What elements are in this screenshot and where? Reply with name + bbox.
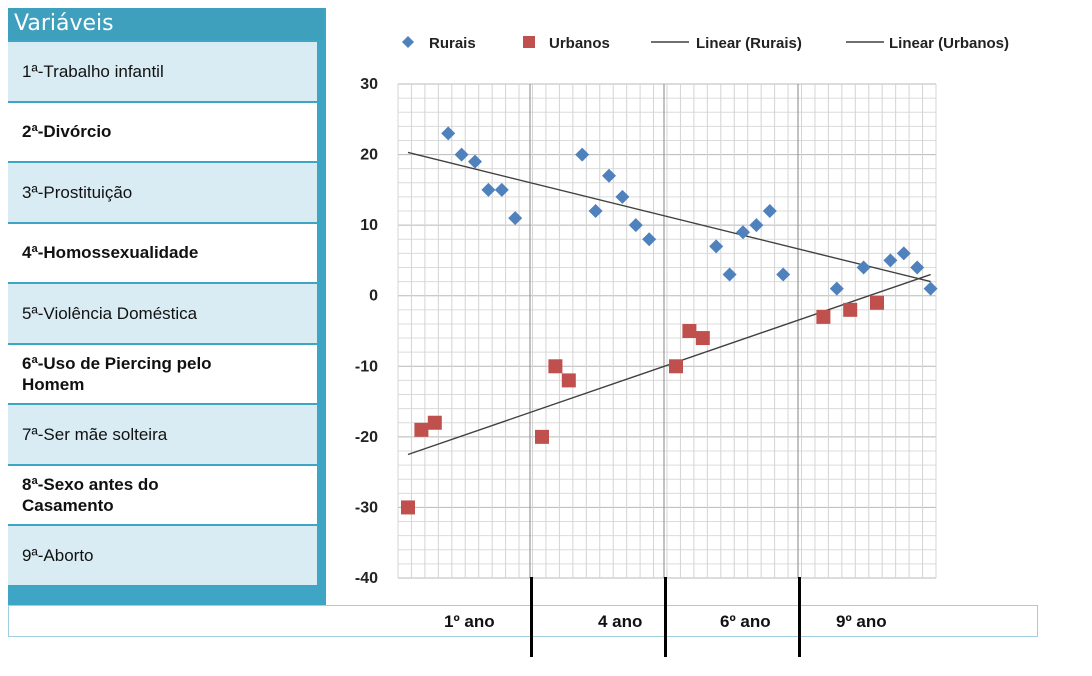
- variable-item: 9ª-Aborto: [8, 526, 317, 587]
- chart-area: 30 20 10 0 -10 -20 -30 -40 Rurais Urbanos Linear (…: [326, 8, 1066, 605]
- rurais-point: [575, 147, 590, 162]
- rurais-point: [736, 225, 750, 240]
- urbanos-point: [414, 422, 429, 437]
- y-tick-label: 10: [360, 217, 378, 234]
- trendline: [407, 151, 931, 283]
- urbanos-point: [561, 373, 576, 388]
- variables-header: Variáveis: [8, 8, 324, 40]
- variable-item: 1ª-Trabalho infantil: [8, 42, 317, 103]
- variable-item: 2ª-Divórcio: [8, 102, 317, 163]
- rurais-point: [910, 260, 925, 275]
- variable-label: 4ª-Homossexualidade: [22, 243, 199, 263]
- rurais-point: [602, 168, 616, 183]
- legend-label: Rurais: [429, 35, 476, 52]
- urbanos-point: [535, 429, 549, 444]
- rurais-point: [508, 211, 523, 226]
- rurais-point: [762, 204, 777, 219]
- variable-label: 8ª-Sexo antes do Casamento: [22, 474, 159, 515]
- rurais-point: [923, 281, 938, 296]
- period-label: 1º ano: [444, 612, 495, 631]
- y-tick-label: 0: [369, 288, 378, 305]
- rurais-point: [749, 218, 764, 233]
- variables-list: 1ª-Trabalho infantil 2ª-Divórcio 3ª-Prosti…: [8, 42, 317, 587]
- variable-item: 3ª-Prostituição: [8, 163, 317, 224]
- variable-item: 4ª-Homossexualidade: [8, 223, 317, 284]
- urbanos-point: [548, 359, 563, 374]
- urbanos-point: [427, 415, 442, 430]
- rurais-point: [628, 218, 643, 233]
- variable-item: 8ª-Sexo antes do Casamento: [8, 465, 317, 526]
- legend-urbanos-marker: [523, 36, 535, 48]
- y-tick-label: -10: [355, 358, 378, 375]
- period-label: 6º ano: [720, 612, 771, 631]
- legend-label: Urbanos: [549, 35, 610, 52]
- rurais-point: [722, 267, 737, 282]
- urbanos-point: [401, 500, 415, 515]
- variable-label: 3ª-Prostituição: [22, 182, 133, 202]
- urbanos-point: [870, 295, 884, 310]
- rurais-point: [896, 246, 911, 261]
- variables-panel: Variáveis 1ª-Trabalho infantil 2ª-Divórci…: [8, 8, 326, 605]
- y-tick-label: 30: [360, 76, 378, 93]
- urbanos-point: [843, 302, 858, 317]
- variable-label: 9ª-Aborto: [22, 545, 94, 565]
- rurais-point: [856, 260, 871, 275]
- y-tick-label: -20: [355, 429, 378, 446]
- legend-label: Linear (Rurais): [696, 35, 802, 52]
- legend-rurais-marker: [402, 36, 414, 48]
- period-separator: [798, 577, 801, 657]
- rurais-point: [615, 189, 630, 204]
- period-bar: [8, 605, 1038, 637]
- urbanos-point: [695, 331, 710, 346]
- variable-label: 2ª-Divórcio: [22, 122, 112, 142]
- variable-item: 6ª-Uso de Piercing pelo Homem: [8, 344, 317, 405]
- variable-label: 6ª-Uso de Piercing pelo Homem: [22, 353, 212, 394]
- variable-label: 1ª-Trabalho infantil: [22, 61, 164, 81]
- variable-item: 7ª-Ser mãe solteira: [8, 405, 317, 466]
- urbanos-point: [669, 359, 683, 374]
- urbanos-point: [816, 309, 831, 324]
- rurais-point: [642, 232, 657, 247]
- variable-item: 5ª-Violência Doméstica: [8, 284, 317, 345]
- rurais-point: [776, 267, 791, 282]
- rurais-point: [481, 182, 496, 197]
- y-tick-label: 20: [360, 147, 378, 164]
- rurais-point: [441, 126, 456, 141]
- legend-label: Linear (Urbanos): [889, 35, 1009, 52]
- y-tick-label: -30: [355, 499, 378, 516]
- rurais-point: [468, 154, 482, 169]
- period-separator: [530, 577, 533, 657]
- rurais-point: [588, 204, 603, 219]
- variable-label: 5ª-Violência Doméstica: [22, 303, 198, 323]
- rurais-point: [454, 147, 469, 162]
- period-label: 4 ano: [598, 612, 643, 631]
- rurais-point: [709, 239, 724, 254]
- period-label: 9º ano: [836, 612, 887, 631]
- period-separator: [664, 577, 667, 657]
- scatter-chart: 30 20 10 0 -10 -20 -30 -40 Rurais Urbanos Linear (…: [355, 35, 1009, 587]
- y-tick-label: -40: [355, 570, 378, 587]
- rurais-point: [494, 182, 509, 197]
- variable-label: 7ª-Ser mãe solteira: [22, 424, 168, 444]
- rurais-point: [829, 281, 844, 296]
- urbanos-point: [682, 324, 697, 338]
